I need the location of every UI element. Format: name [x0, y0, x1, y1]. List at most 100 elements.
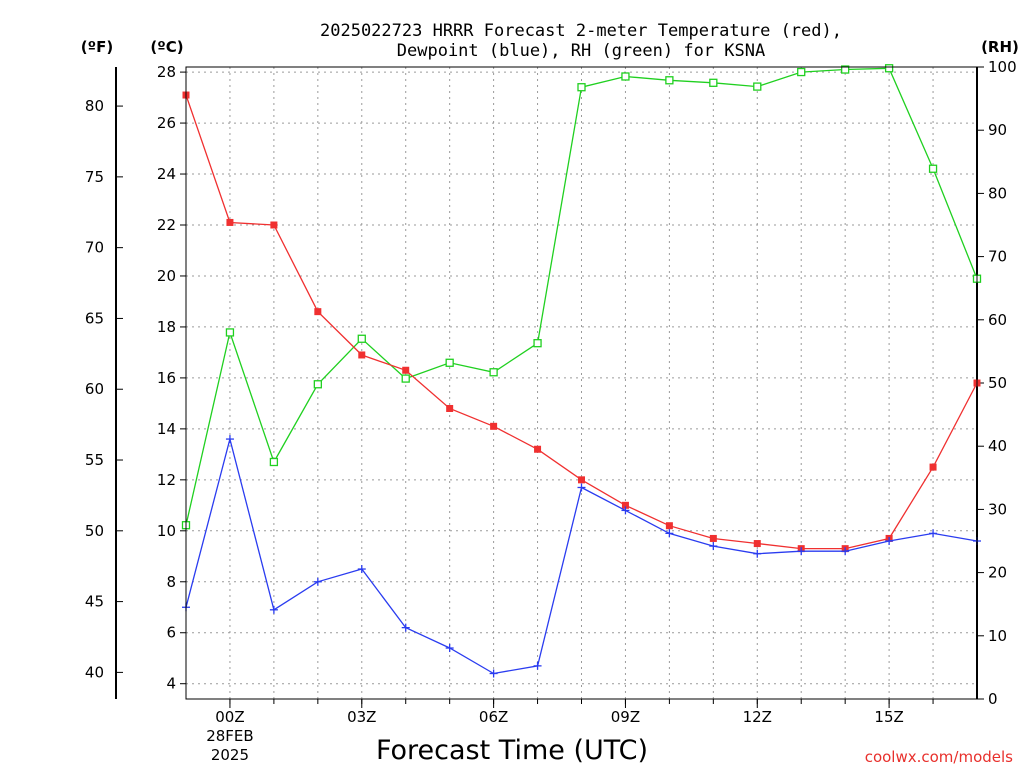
- rh-axis: 0 10 20 30 40 50 60 70 80 90 100: [976, 58, 1017, 708]
- point-temperature: [270, 221, 278, 229]
- celsius-tick-label: 14: [157, 420, 176, 438]
- x-tick-year: 2025: [211, 746, 249, 764]
- fahrenheit-tick-label: 45: [85, 593, 104, 611]
- point-temperature: [709, 534, 717, 542]
- celsius-tick-label: 4: [166, 675, 176, 693]
- celsius-axis: 4 6 8 10 12 14 16 18 20 22 24 26 28: [157, 63, 186, 693]
- point-dewpoint: [313, 577, 322, 586]
- rh-tick-label: 40: [988, 437, 1007, 455]
- x-tick-label: 15Z: [874, 708, 903, 726]
- x-tick-label: 00Z: [215, 708, 244, 726]
- point-rh: [577, 83, 586, 92]
- point-dewpoint: [885, 537, 894, 545]
- x-axis-label: Forecast Time (UTC): [376, 735, 648, 766]
- point-rh: [928, 164, 938, 173]
- rh-tick-label: 10: [988, 627, 1007, 645]
- point-rh: [841, 65, 850, 74]
- x-tick-label: 12Z: [743, 708, 772, 726]
- fahrenheit-tick-label: 65: [85, 309, 104, 327]
- rh-tick-label: 30: [988, 500, 1007, 518]
- rh-tick-label: 90: [988, 121, 1007, 139]
- point-temperature: [578, 476, 585, 484]
- fahrenheit-tick-label: 55: [85, 451, 104, 469]
- point-rh: [313, 380, 322, 389]
- point-temperature: [534, 445, 542, 453]
- celsius-tick-label: 10: [157, 522, 176, 540]
- series-temperature: [182, 91, 981, 553]
- fahrenheit-tick-label: 60: [85, 380, 104, 398]
- point-rh: [709, 78, 718, 87]
- point-rh: [401, 374, 410, 383]
- fahrenheit-unit-label: (ºF): [81, 38, 113, 56]
- rh-tick-label: 50: [988, 374, 1007, 392]
- chart-title-line-2: Dewpoint (blue), RH (green) for KSNA: [397, 41, 765, 61]
- fahrenheit-tick-label: 40: [85, 663, 104, 681]
- point-rh: [269, 457, 279, 467]
- point-temperature: [226, 218, 234, 226]
- celsius-tick-label: 22: [157, 216, 176, 234]
- rh-tick-label: 60: [988, 311, 1007, 329]
- fahrenheit-tick-label: 80: [85, 97, 104, 115]
- point-dewpoint: [577, 483, 586, 492]
- point-dewpoint: [753, 549, 762, 558]
- credit-text: coolwx.com/models: [865, 748, 1013, 766]
- point-rh: [884, 64, 894, 73]
- point-temperature: [665, 522, 673, 530]
- chart-title: 2025022723 HRRR Forecast 2-meter Tempera…: [320, 21, 842, 61]
- fahrenheit-axis: 40 45 50 55 60 65 70 75 80: [85, 67, 123, 699]
- fahrenheit-tick-label: 75: [85, 168, 104, 186]
- plot-frame: [185, 66, 978, 700]
- point-rh: [621, 72, 630, 81]
- point-rh: [357, 334, 366, 343]
- point-rh: [753, 82, 762, 91]
- point-rh: [533, 339, 542, 348]
- x-tick-label: 06Z: [479, 708, 508, 726]
- celsius-tick-label: 12: [157, 471, 176, 489]
- point-dewpoint: [445, 644, 454, 653]
- rh-unit-label: (RH): [981, 38, 1019, 56]
- rh-tick-label: 80: [988, 184, 1007, 202]
- point-rh: [489, 368, 498, 377]
- point-dewpoint: [489, 669, 498, 678]
- rh-tick-label: 20: [988, 564, 1007, 582]
- rh-tick-label: 100: [988, 58, 1017, 76]
- point-dewpoint: [225, 435, 234, 444]
- grid-lines: [186, 67, 977, 699]
- point-rh: [225, 328, 235, 337]
- fahrenheit-tick-label: 70: [85, 239, 104, 257]
- point-temperature: [358, 351, 366, 359]
- fahrenheit-tick-label: 50: [85, 522, 104, 540]
- series-dewpoint: [182, 435, 981, 678]
- celsius-tick-label: 16: [157, 369, 176, 387]
- point-dewpoint: [797, 547, 806, 556]
- celsius-tick-label: 6: [166, 624, 176, 642]
- point-temperature: [929, 463, 937, 471]
- celsius-tick-label: 28: [157, 63, 176, 81]
- point-rh: [665, 76, 674, 85]
- x-tick-label: 03Z: [347, 708, 376, 726]
- point-rh: [445, 358, 454, 367]
- celsius-tick-label: 18: [157, 318, 176, 336]
- celsius-tick-label: 26: [157, 114, 176, 132]
- x-tick-date: 28FEB: [206, 727, 253, 745]
- celsius-tick-label: 8: [166, 573, 176, 591]
- celsius-tick-label: 20: [157, 267, 176, 285]
- point-dewpoint: [929, 529, 938, 538]
- point-dewpoint: [621, 506, 630, 515]
- point-temperature: [314, 308, 322, 316]
- point-dewpoint: [357, 565, 366, 574]
- point-dewpoint: [709, 542, 718, 551]
- point-temperature: [446, 404, 454, 412]
- rh-tick-label: 70: [988, 248, 1007, 266]
- point-temperature: [753, 540, 761, 548]
- point-dewpoint: [269, 605, 278, 614]
- point-dewpoint: [533, 661, 542, 670]
- point-dewpoint: [401, 623, 410, 632]
- point-temperature: [402, 366, 410, 374]
- celsius-tick-label: 24: [157, 165, 176, 183]
- point-rh: [797, 67, 806, 77]
- series-layer: [181, 64, 982, 678]
- point-temperature: [490, 422, 498, 430]
